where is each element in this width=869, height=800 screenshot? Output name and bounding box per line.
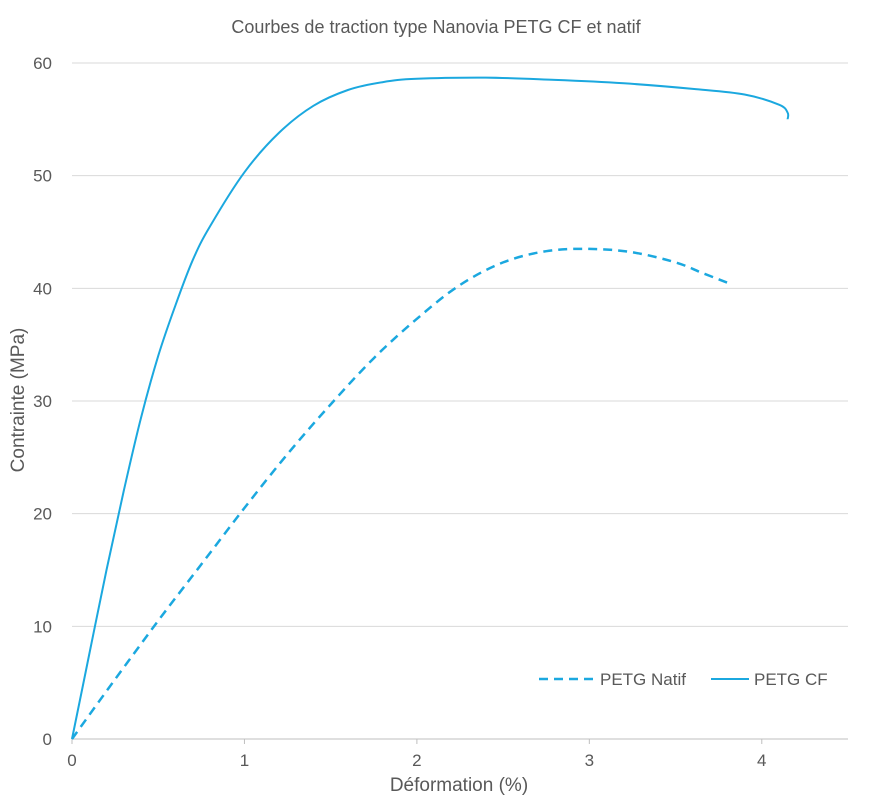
legend: PETG Natif PETG CF	[539, 670, 828, 689]
x-tick-label: 3	[585, 751, 594, 770]
tick-labels: 0 10 20 30 40 50 60 0 1 2 3 4	[33, 54, 766, 770]
y-tick-label: 30	[33, 392, 52, 411]
x-tick-label: 0	[67, 751, 76, 770]
y-tick-label: 10	[33, 617, 52, 636]
x-axis-label: Déformation (%)	[390, 775, 528, 796]
gridlines	[72, 62, 848, 627]
y-tick-label: 60	[33, 54, 52, 73]
series-line-petg-cf	[71, 76, 790, 740]
y-tick-label: 40	[33, 279, 52, 298]
x-tick-label: 1	[240, 751, 249, 770]
y-tick-label: 50	[33, 167, 52, 186]
y-tick-label: 0	[43, 730, 52, 749]
y-tick-label: 20	[33, 505, 52, 524]
x-tick-label: 2	[412, 751, 421, 770]
series-line-petg-natif	[70, 247, 728, 740]
series-lines	[70, 76, 790, 740]
axes	[71, 738, 848, 744]
legend-label-petg-cf: PETG CF	[754, 670, 828, 689]
y-axis-label: Contrainte (MPa)	[8, 328, 29, 473]
x-tick-label: 4	[757, 751, 766, 770]
chart-title: Courbes de traction type Nanovia PETG CF…	[231, 17, 641, 37]
legend-label-petg-natif: PETG Natif	[600, 670, 686, 689]
